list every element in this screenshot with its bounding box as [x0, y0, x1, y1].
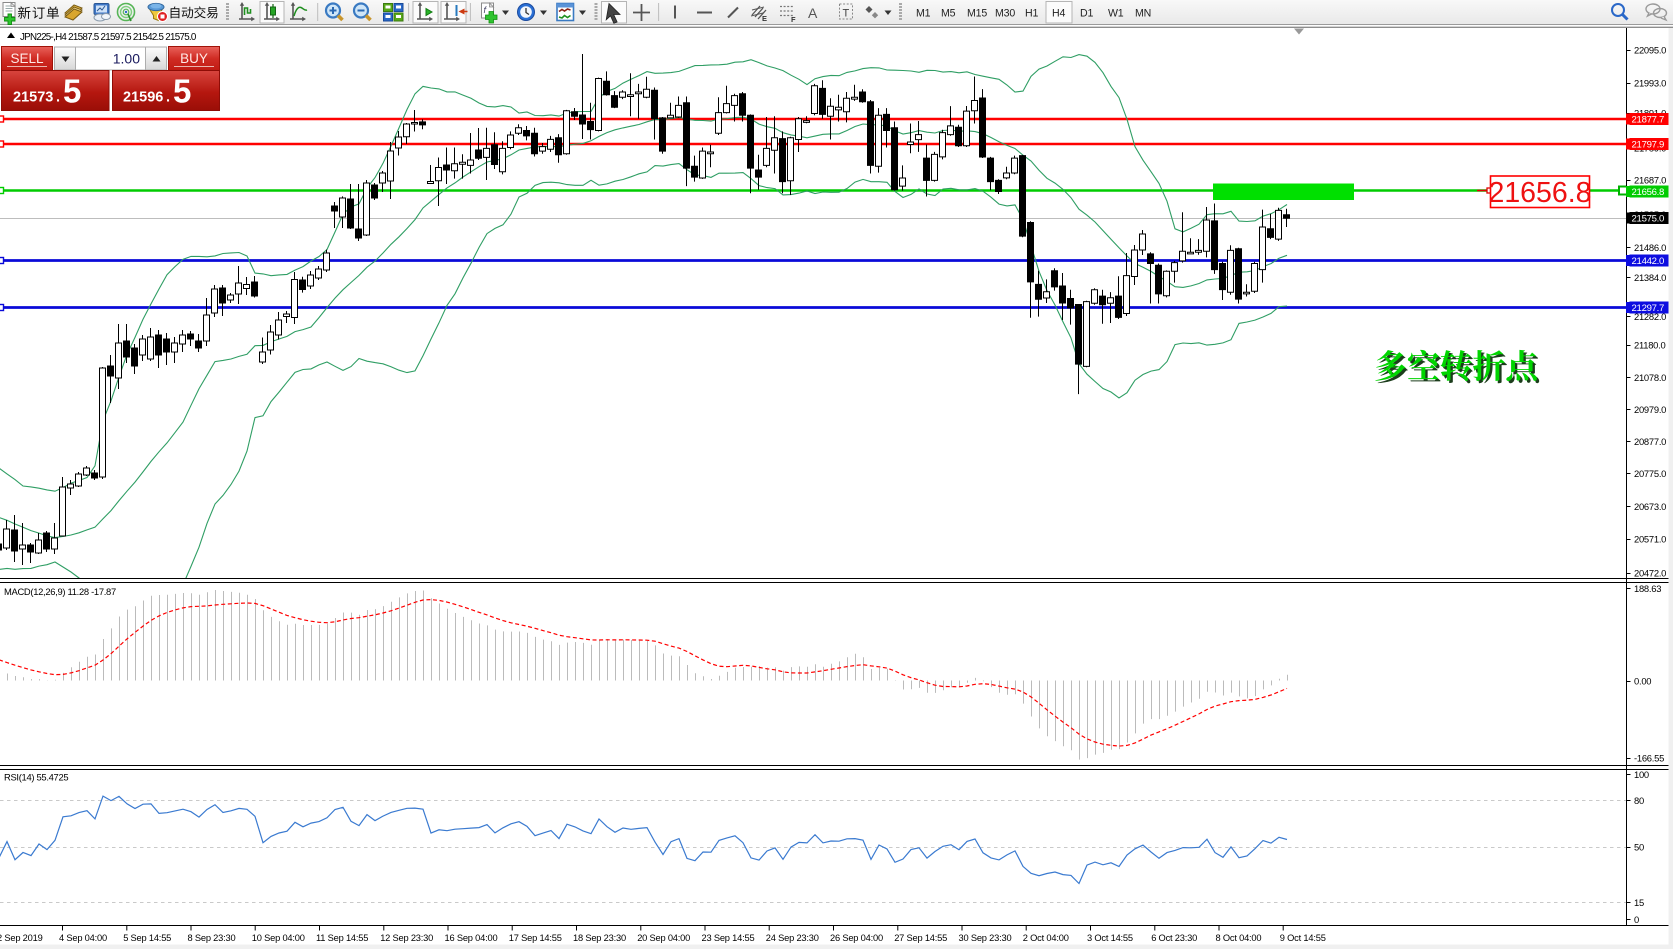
svg-text:21656.8: 21656.8 [1632, 187, 1665, 198]
svg-text:20571.0: 20571.0 [1634, 533, 1666, 544]
svg-text:MN: MN [1135, 8, 1151, 20]
svg-text:21993.0: 21993.0 [1634, 77, 1666, 88]
svg-text:T: T [843, 8, 850, 20]
svg-text:26 Sep 04:00: 26 Sep 04:00 [830, 933, 883, 943]
svg-text:8 Oct 04:00: 8 Oct 04:00 [1216, 933, 1262, 943]
svg-text:80: 80 [1634, 795, 1644, 806]
svg-text:21797.9: 21797.9 [1632, 140, 1665, 151]
svg-text:M15: M15 [967, 8, 987, 20]
svg-text:2 Sep 2019: 2 Sep 2019 [0, 933, 43, 943]
svg-text:12 Sep 23:30: 12 Sep 23:30 [380, 933, 433, 943]
svg-text:20775.0: 20775.0 [1634, 468, 1666, 479]
svg-text:0.00: 0.00 [1634, 675, 1651, 686]
svg-text:21282.0: 21282.0 [1634, 311, 1666, 322]
svg-text:D1: D1 [1080, 8, 1093, 20]
svg-text:21297.7: 21297.7 [1632, 303, 1665, 314]
svg-text:20472.0: 20472.0 [1634, 567, 1666, 578]
svg-text:5 Sep 14:55: 5 Sep 14:55 [123, 933, 171, 943]
svg-text:11 Sep 14:55: 11 Sep 14:55 [316, 933, 368, 943]
svg-text:17 Sep 14:55: 17 Sep 14:55 [509, 933, 562, 943]
svg-text:M5: M5 [941, 8, 956, 20]
svg-text:21573: 21573 [13, 90, 53, 106]
svg-text:A: A [808, 5, 818, 21]
svg-text:21078.0: 21078.0 [1634, 372, 1666, 383]
svg-text:20979.0: 20979.0 [1634, 404, 1666, 415]
svg-text:21575.0: 21575.0 [1632, 214, 1665, 225]
svg-text:M1: M1 [916, 8, 931, 20]
svg-text:21486.0: 21486.0 [1634, 242, 1666, 253]
svg-text:100: 100 [1634, 769, 1649, 780]
svg-text:22095.0: 22095.0 [1634, 44, 1666, 55]
svg-text:JPN225-,H4 21587.5 21597.5 21: JPN225-,H4 21587.5 21597.5 21542.5 21575… [20, 32, 197, 43]
svg-text:.: . [166, 90, 170, 106]
svg-text:-166.55: -166.55 [1634, 752, 1664, 763]
svg-text:21687.0: 21687.0 [1634, 174, 1666, 185]
svg-text:9 Oct 14:55: 9 Oct 14:55 [1280, 933, 1326, 943]
svg-text:21180.0: 21180.0 [1634, 339, 1665, 350]
svg-text:f: f [484, 5, 488, 15]
svg-text:H1: H1 [1025, 8, 1038, 20]
svg-text:20877.0: 20877.0 [1634, 436, 1666, 447]
svg-text:20673.0: 20673.0 [1634, 501, 1666, 512]
svg-text:23 Sep 14:55: 23 Sep 14:55 [702, 933, 755, 943]
svg-text:2 Oct 04:00: 2 Oct 04:00 [1023, 933, 1069, 943]
svg-text:F: F [791, 15, 796, 24]
svg-text:SELL: SELL [10, 51, 44, 66]
svg-text:21891.0: 21891.0 [1634, 107, 1666, 118]
svg-text:MACD(12,26,9) 11.28 -17.87: MACD(12,26,9) 11.28 -17.87 [4, 586, 116, 597]
svg-text:4 Sep 04:00: 4 Sep 04:00 [59, 933, 107, 943]
svg-text:30 Sep 23:30: 30 Sep 23:30 [959, 933, 1012, 943]
svg-text:6 Oct 23:30: 6 Oct 23:30 [1151, 933, 1197, 943]
svg-text:27 Sep 14:55: 27 Sep 14:55 [894, 933, 947, 943]
svg-text:W1: W1 [1108, 8, 1124, 20]
svg-text:5: 5 [63, 73, 81, 110]
svg-text:E: E [762, 14, 767, 23]
svg-text:3 Oct 14:55: 3 Oct 14:55 [1087, 933, 1133, 943]
svg-text:10 Sep 04:00: 10 Sep 04:00 [252, 933, 305, 943]
svg-text:20 Sep 04:00: 20 Sep 04:00 [637, 933, 690, 943]
svg-text:0: 0 [1634, 914, 1639, 925]
svg-text:21877.7: 21877.7 [1632, 115, 1665, 126]
svg-text:21656.8: 21656.8 [1488, 177, 1591, 209]
svg-text:21596: 21596 [123, 90, 163, 106]
svg-text:15: 15 [1634, 897, 1644, 908]
svg-text:BUY: BUY [180, 51, 208, 66]
svg-text:18 Sep 23:30: 18 Sep 23:30 [573, 933, 626, 943]
svg-text:50: 50 [1634, 841, 1644, 852]
svg-text:1.00: 1.00 [113, 51, 140, 67]
svg-text:21384.0: 21384.0 [1634, 272, 1666, 283]
svg-text:H4: H4 [1052, 8, 1065, 20]
svg-text:24 Sep 23:30: 24 Sep 23:30 [766, 933, 819, 943]
svg-text:5: 5 [173, 73, 191, 110]
svg-text:16 Sep 04:00: 16 Sep 04:00 [445, 933, 498, 943]
svg-text:RSI(14) 55.4725: RSI(14) 55.4725 [4, 772, 68, 783]
svg-text:M30: M30 [995, 8, 1015, 20]
svg-text:.: . [56, 90, 60, 106]
svg-text:188.63: 188.63 [1634, 583, 1661, 594]
svg-text:21442.0: 21442.0 [1632, 256, 1665, 267]
svg-text:8 Sep 23:30: 8 Sep 23:30 [188, 933, 236, 943]
